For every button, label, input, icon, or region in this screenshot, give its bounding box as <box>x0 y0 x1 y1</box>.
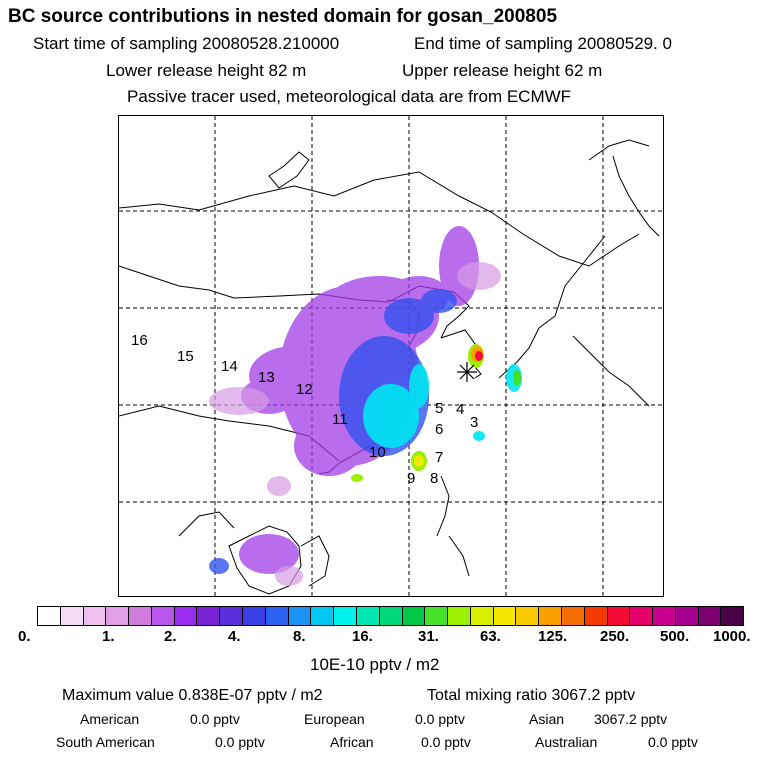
colorbar-swatch <box>197 607 221 625</box>
colorbar-tick: 63. <box>480 628 501 645</box>
upper-release-height: Upper release height 62 m <box>402 61 603 80</box>
colorbar-tick: 125. <box>538 628 568 645</box>
gosan-receptor-star <box>457 362 477 382</box>
colorbar-swatch <box>243 607 266 625</box>
colorbar-swatch <box>721 607 744 625</box>
australian-label: Australian <box>535 734 598 750</box>
source-region-8: 8 <box>430 470 439 487</box>
colorbar-swatch <box>561 607 585 625</box>
plot-title: BC source contributions in nested domain… <box>8 6 558 27</box>
source-region-3: 3 <box>470 414 479 431</box>
american-label: American <box>80 711 140 727</box>
plume-light <box>209 262 501 586</box>
colorbar-tick: 31. <box>418 628 439 645</box>
colorbar-swatch <box>265 607 289 625</box>
source-region-10: 10 <box>369 444 386 461</box>
colorbar-swatch <box>470 607 494 625</box>
colorbar-tick: 4. <box>228 628 241 645</box>
colorbar-swatch <box>83 607 107 625</box>
map-frame: 16 15 14 13 12 11 10 9 8 7 6 5 4 3 <box>118 115 664 597</box>
colorbar-tick: 500. <box>660 628 690 645</box>
source-region-15: 15 <box>177 348 194 365</box>
source-region-6: 6 <box>435 421 444 438</box>
colorbar <box>37 606 744 626</box>
plume-cyan <box>363 364 522 448</box>
colorbar-swatch <box>174 607 198 625</box>
colorbar-swatch <box>379 607 403 625</box>
african-value: 0.0 pptv <box>421 734 471 750</box>
colorbar-swatch <box>653 607 676 625</box>
source-region-14: 14 <box>221 358 238 375</box>
colorbar-swatch <box>288 607 312 625</box>
colorbar-swatch <box>698 607 722 625</box>
colorbar-tick: 1. <box>102 628 115 645</box>
colorbar-swatch <box>425 607 449 625</box>
start-time-label: Start time of sampling 20080528.210000 <box>33 34 340 53</box>
american-value: 0.0 pptv <box>190 711 240 727</box>
colorbar-swatch <box>493 607 517 625</box>
source-region-4: 4 <box>456 401 465 418</box>
colorbar-swatch <box>402 607 426 625</box>
european-label: European <box>304 711 365 727</box>
south-american-label: South American <box>56 734 155 750</box>
colorbar-swatch <box>129 607 152 625</box>
colorbar-swatch <box>675 607 699 625</box>
asian-label: Asian <box>529 711 565 727</box>
maximum-value: Maximum value 0.838E-07 pptv / m2 <box>62 687 323 704</box>
colorbar-swatch <box>516 607 540 625</box>
colorbar-swatch <box>106 607 130 625</box>
map-canvas <box>119 116 663 596</box>
colorbar-swatch <box>60 607 84 625</box>
colorbar-tick: 250. <box>600 628 630 645</box>
colorbar-tick: 16. <box>352 628 373 645</box>
source-region-13: 13 <box>258 369 275 386</box>
colorbar-swatch <box>630 607 654 625</box>
colorbar-tick: 2. <box>164 628 177 645</box>
african-label: African <box>330 734 374 750</box>
source-region-9: 9 <box>407 470 416 487</box>
source-region-5: 5 <box>435 400 444 417</box>
asian-value: 3067.2 pptv <box>594 711 668 727</box>
colorbar-swatch <box>220 607 244 625</box>
total-mixing-ratio: Total mixing ratio 3067.2 pptv <box>427 687 636 704</box>
colorbar-tick: 0. <box>18 628 31 645</box>
source-region-16: 16 <box>131 332 148 349</box>
colorbar-unit: 10E-10 pptv / m2 <box>310 655 440 674</box>
colorbar-tick: 1000. <box>713 628 751 645</box>
colorbar-swatch <box>584 607 608 625</box>
european-value: 0.0 pptv <box>415 711 465 727</box>
colorbar-swatch <box>448 607 471 625</box>
australian-value: 0.0 pptv <box>648 734 698 750</box>
source-region-12: 12 <box>296 381 313 398</box>
end-time-label: End time of sampling 20080529. 0 <box>414 34 673 53</box>
colorbar-swatch <box>151 607 175 625</box>
colorbar-swatch <box>334 607 357 625</box>
lower-release-height: Lower release height 82 m <box>106 61 307 80</box>
south-american-value: 0.0 pptv <box>215 734 265 750</box>
colorbar-swatch <box>607 607 631 625</box>
colorbar-swatch <box>38 607 61 625</box>
tracer-note: Passive tracer used, meteorological data… <box>127 87 572 106</box>
source-region-7: 7 <box>435 449 444 466</box>
colorbar-tick: 8. <box>293 628 306 645</box>
colorbar-swatch <box>539 607 562 625</box>
colorbar-swatch <box>311 607 335 625</box>
plume-hot <box>351 344 521 482</box>
colorbar-swatch <box>356 607 380 625</box>
source-region-11: 11 <box>332 411 348 428</box>
